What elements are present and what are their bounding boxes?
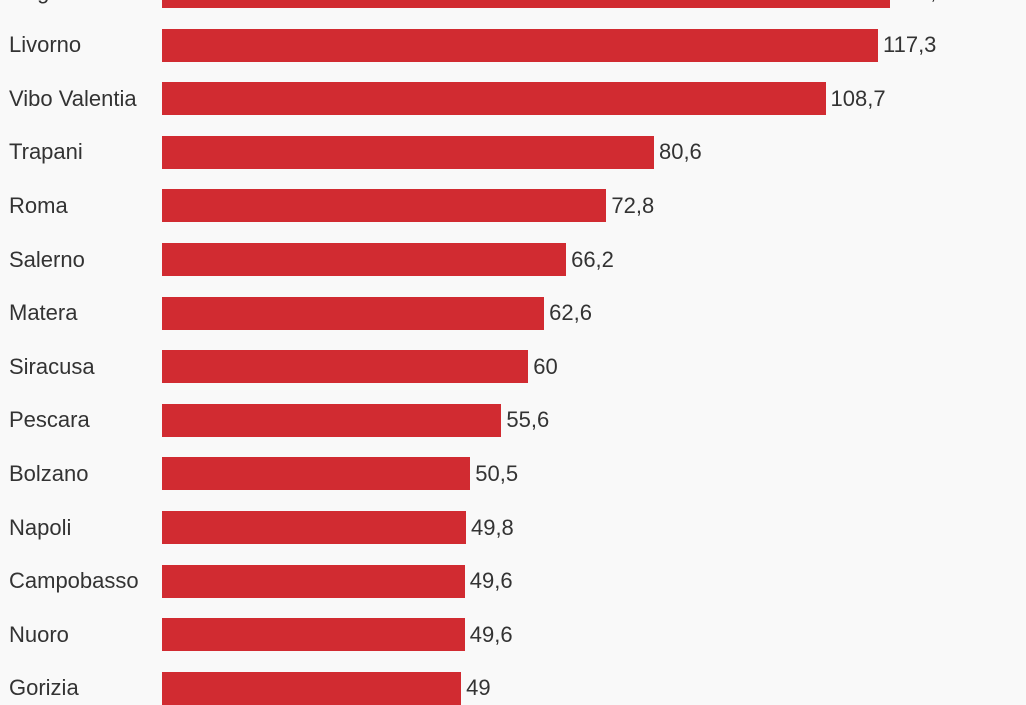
category-label: Bolzano [9,460,89,486]
value-label: 49,6 [469,621,513,647]
value-label: 60 [533,353,558,379]
bar [162,564,465,598]
value-label: 72,8 [611,192,655,218]
value-label: 66,2 [571,246,614,272]
category-label: Campobasso [9,568,139,594]
bar [162,243,567,276]
category-label: Roma [9,192,68,218]
category-label: Pescara [9,407,90,433]
bar-chart: Cagliari 119,3 Livorno 117,3 Vibo Valentia 10… [9,0,949,705]
value-label: 80,6 [658,139,702,165]
bar [162,82,826,116]
bar [162,403,502,437]
bar [162,618,465,652]
value-label: 49,8 [470,514,514,540]
bar [162,671,462,705]
value-label: 108,7 [830,85,886,111]
value-label: 55,6 [506,407,550,433]
bar [162,296,545,330]
bar [162,0,891,8]
category-label: Salerno [9,246,85,272]
value-label: 50,5 [475,460,519,486]
value-label: 117,3 [883,32,937,58]
bar [162,457,471,491]
value-label: 62,6 [549,300,592,326]
category-label: Trapani [9,139,83,165]
bar [162,189,607,223]
category-label: Nuoro [9,621,69,647]
category-label: Siracusa [9,353,95,379]
category-label: Livorno [9,32,82,58]
category-label: Vibo Valentia [9,85,137,111]
bar [162,511,466,544]
value-label: 119,3 [895,0,948,5]
bar [162,135,654,169]
category-label: Napoli [9,514,72,540]
category-label: Matera [9,300,78,326]
bar [162,28,878,62]
category-label: Cagliari [9,0,84,5]
bar [162,350,529,384]
value-label: 49 [466,675,491,701]
category-label: Gorizia [9,675,79,701]
value-label: 49,6 [469,568,513,594]
